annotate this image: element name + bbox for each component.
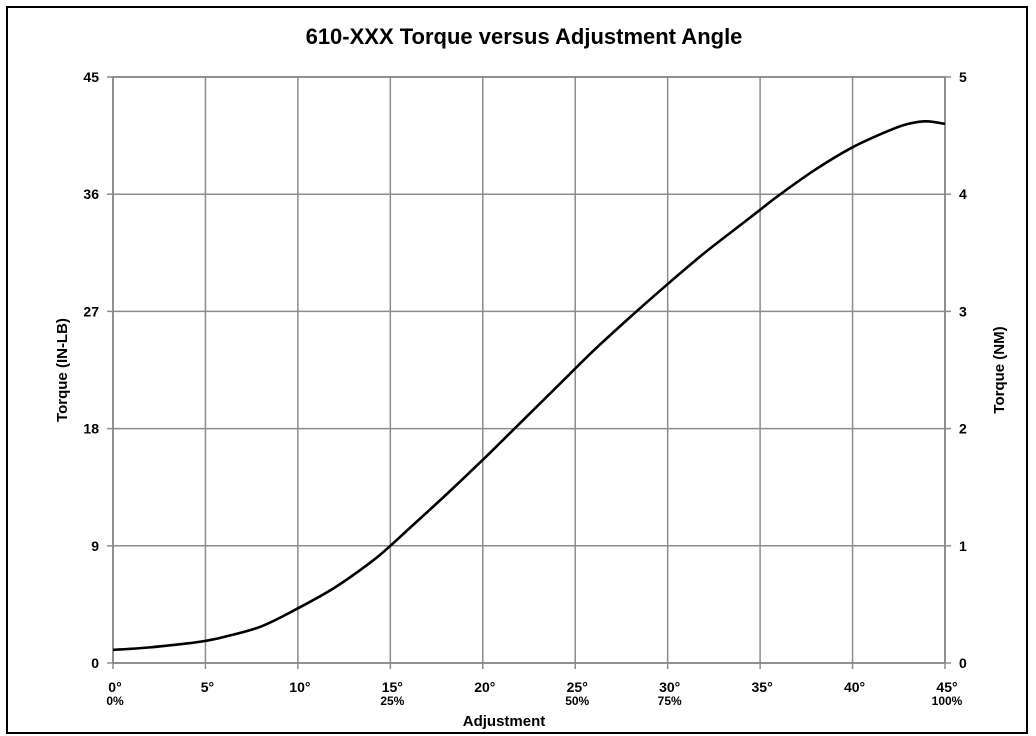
x-percent-label: 0%	[106, 694, 124, 708]
x-tick-label: 10°	[289, 679, 310, 695]
chart-frame	[6, 6, 1028, 734]
plot-area	[112, 76, 946, 664]
x-tick-label: 25°	[567, 679, 588, 695]
x-axis: 0° 5° 10° 15° 20° 25° 30° 35° 40° 45°	[108, 663, 958, 695]
x-tick-label: 20°	[474, 679, 495, 695]
y2-tick-label: 5	[959, 69, 967, 85]
y2-tick-label: 1	[959, 538, 967, 554]
x-percent-label: 100%	[932, 694, 963, 708]
gridlines	[112, 76, 946, 664]
x-tick-label: 30°	[659, 679, 680, 695]
y-axis-right: 0 1 2 3 4 5	[945, 69, 967, 671]
y-tick-label: 9	[91, 538, 99, 554]
x-axis-title: Adjustment	[463, 713, 546, 730]
y-tick-label: 0	[91, 655, 99, 671]
x-tick-label: 0°	[108, 679, 121, 695]
y-tick-label: 45	[83, 69, 99, 85]
y-axis-title-left: Torque (IN-LB)	[54, 318, 71, 422]
y-tick-label: 27	[83, 303, 99, 319]
y2-tick-label: 3	[959, 303, 967, 319]
y2-tick-label: 4	[959, 186, 967, 202]
x-tick-label: 5°	[201, 679, 214, 695]
y2-tick-label: 2	[959, 421, 967, 437]
x-axis-percent: 0% 25% 50% 75% 100%	[106, 694, 962, 708]
x-tick-label: 45°	[936, 679, 957, 695]
x-percent-label: 50%	[565, 694, 589, 708]
chart-title: 610-XXX Torque versus Adjustment Angle	[306, 24, 743, 49]
x-tick-label: 35°	[752, 679, 773, 695]
y-axis-title-right: Torque (NM)	[991, 326, 1008, 413]
y-axis-left: 0 9 18 27 36 45	[83, 69, 113, 671]
x-tick-label: 40°	[844, 679, 865, 695]
y-tick-label: 18	[83, 421, 99, 437]
x-percent-label: 75%	[658, 694, 682, 708]
y2-tick-label: 0	[959, 655, 967, 671]
x-percent-label: 25%	[380, 694, 404, 708]
torque-curve	[112, 119, 946, 652]
x-tick-label: 15°	[382, 679, 403, 695]
y-tick-label: 36	[83, 186, 99, 202]
